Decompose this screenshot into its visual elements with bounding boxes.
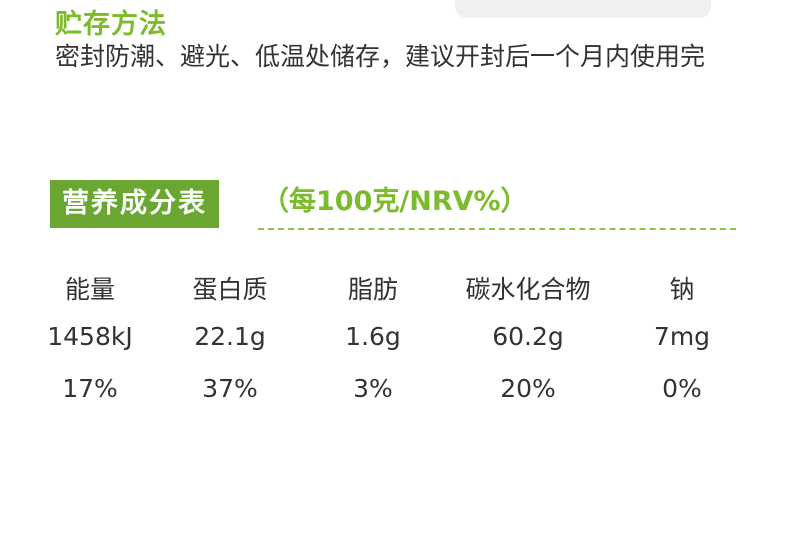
nutrient-amount-energy: 1458kJ	[47, 322, 133, 351]
nutrient-name-protein: 蛋白质	[192, 275, 268, 304]
nutrient-nrv-sodium: 0%	[662, 374, 702, 403]
nutrition-table-title: 营养成分表	[50, 180, 219, 228]
nutrient-nrv-protein: 37%	[202, 374, 258, 403]
nutrition-table-subtitle: （每100克/NRV%）	[262, 186, 528, 217]
nutrient-name-carbohydrate: 碳水化合物	[465, 275, 591, 304]
dashed-divider	[258, 228, 736, 230]
nutrient-amount-sodium: 7mg	[653, 322, 711, 351]
nutrient-amount-protein: 22.1g	[194, 322, 266, 351]
nutrient-name-energy: 能量	[64, 275, 115, 304]
nutrient-amount-carbohydrate: 60.2g	[492, 322, 564, 351]
nutrient-nrv-energy: 17%	[62, 374, 118, 403]
top-decorative-pill	[455, 0, 711, 18]
storage-title: 贮存方法	[55, 9, 167, 40]
storage-description: 密封防潮、避光、低温处储存，建议开封后一个月内使用完	[55, 42, 706, 71]
nutrient-nrv-fat: 3%	[353, 374, 393, 403]
nutrient-nrv-carbohydrate: 20%	[500, 374, 556, 403]
nutrient-amount-fat: 1.6g	[345, 322, 401, 351]
nutrient-name-fat: 脂肪	[347, 275, 398, 304]
nutrient-name-sodium: 钠	[669, 275, 695, 304]
